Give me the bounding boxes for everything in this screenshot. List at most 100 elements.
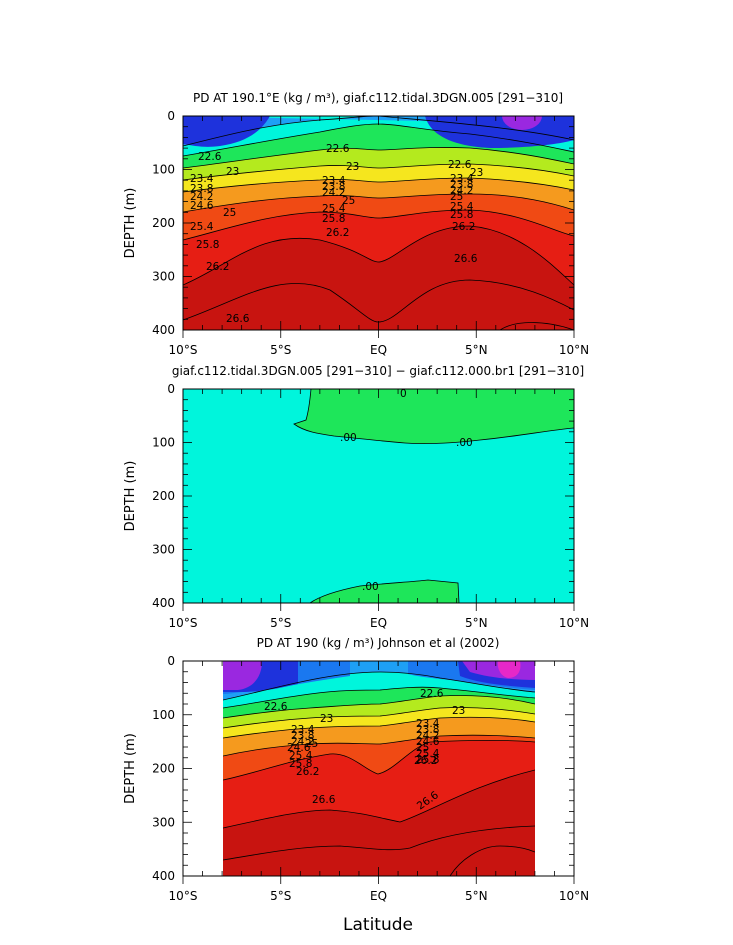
x-tick-label: EQ bbox=[370, 889, 387, 903]
contour-label: 22.6 bbox=[264, 701, 288, 713]
contour-label: 24.6 bbox=[416, 736, 440, 748]
y-tick-label: 0 bbox=[167, 382, 175, 396]
contour-label: 24.2 bbox=[450, 185, 473, 197]
contour-label: 25.4 bbox=[190, 221, 214, 233]
contour-label: 23 bbox=[470, 167, 483, 179]
contour-label: 0 bbox=[400, 388, 407, 400]
panel-2-contours bbox=[293, 389, 574, 603]
contour-label: 22.6 bbox=[198, 151, 222, 163]
panel-2-title: giaf.c112.tidal.3DGN.005 [291−310] − gia… bbox=[172, 364, 584, 378]
x-tick-label: 5°N bbox=[465, 616, 488, 630]
contour-label: 22.6 bbox=[326, 143, 350, 155]
x-tick-label: 10°N bbox=[559, 616, 589, 630]
panel-3-axes: 10°S 5°S EQ 5°N 10°N 0 100 200 300 400 DEPTH (m) bbox=[123, 654, 589, 903]
contour-label: 23.8 bbox=[190, 183, 213, 195]
y-tick-label: 100 bbox=[152, 708, 175, 722]
region-green-lower bbox=[310, 580, 459, 603]
contour-label: 23.8 bbox=[291, 730, 314, 742]
y-tick-label: 300 bbox=[152, 543, 175, 557]
y-axis-title: DEPTH (m) bbox=[123, 733, 138, 804]
contour-label: 26.6 bbox=[312, 794, 336, 806]
y-tick-label: 0 bbox=[167, 109, 175, 123]
contour-label: 23.8 bbox=[450, 179, 473, 191]
contour-label: 25.8 bbox=[322, 213, 345, 225]
contour-label: 25 bbox=[450, 191, 463, 203]
contour-label: 26.6 bbox=[454, 253, 478, 265]
x-tick-label: 5°N bbox=[465, 889, 488, 903]
x-tick-label: 10°S bbox=[169, 343, 198, 357]
x-tick-label: EQ bbox=[370, 616, 387, 630]
y-axis-title: DEPTH (m) bbox=[123, 188, 138, 259]
panel-1: PD AT 190.1°E (kg / m³), giaf.c112.tidal… bbox=[123, 91, 589, 357]
y-tick-label: 300 bbox=[152, 815, 175, 829]
contour-label: 26.2 bbox=[326, 227, 349, 239]
panel-2-axes: 10°S 5°S EQ 5°N 10°N 0 100 200 300 400 DEPTH (m) bbox=[123, 382, 589, 630]
x-tick-label: 5°S bbox=[270, 889, 291, 903]
contour-label: 25.8 bbox=[289, 758, 312, 770]
x-axis-title: Latitude bbox=[343, 915, 413, 935]
contour-label: 23.4 bbox=[322, 175, 346, 187]
panel-2-contour-labels: .00 .00 .00 0 bbox=[340, 388, 473, 593]
y-tick-label: 400 bbox=[152, 323, 175, 337]
contour-label: .00 bbox=[362, 581, 379, 593]
y-tick-label: 400 bbox=[152, 596, 175, 610]
contour-label: 23.4 bbox=[416, 718, 440, 730]
panel-2: giaf.c112.tidal.3DGN.005 [291−310] − gia… bbox=[123, 364, 589, 630]
contour-label: 25.4 bbox=[450, 201, 474, 213]
contour-label: 24.2 bbox=[190, 191, 213, 203]
region-green-upper bbox=[294, 389, 574, 444]
y-tick-label: 0 bbox=[167, 654, 175, 668]
contour-label: 26.2 bbox=[296, 766, 319, 778]
contour-label: 25.4 bbox=[322, 203, 346, 215]
panel-3: PD AT 190 (kg / m³) Johnson et al (2002) bbox=[123, 636, 589, 903]
contour-label: .00 bbox=[456, 437, 473, 449]
y-tick-label: 300 bbox=[152, 270, 175, 284]
contour-label: 24.6 bbox=[190, 200, 214, 212]
panel-3-contours bbox=[223, 671, 535, 876]
contour-label: 26.2 bbox=[206, 261, 229, 273]
contour-label: 23 bbox=[346, 161, 359, 173]
y-tick-label: 200 bbox=[152, 216, 175, 230]
contour-label: 24.6 bbox=[287, 742, 311, 754]
contour-label: 23 bbox=[452, 705, 465, 717]
panel-1-axes: 10°S 5°S EQ 5°N 10°N 0 100 200 300 400 DEPTH (m) bbox=[123, 109, 589, 357]
contour-label: 23.8 bbox=[322, 181, 345, 193]
contour-label: 24.2 bbox=[322, 187, 345, 199]
y-tick-label: 200 bbox=[152, 489, 175, 503]
contour-label: 23.4 bbox=[291, 724, 315, 736]
y-tick-label: 400 bbox=[152, 869, 175, 883]
contour-label: 25.8 bbox=[416, 754, 439, 766]
y-tick-label: 100 bbox=[152, 163, 175, 177]
blob-dark-blue-left bbox=[183, 116, 270, 147]
contour-label: 22.6 bbox=[448, 159, 472, 171]
x-tick-label: 10°S bbox=[169, 616, 198, 630]
contour-label: 25.8 bbox=[450, 209, 473, 221]
contour-label: 25.4 bbox=[289, 750, 313, 762]
panel-3-plot bbox=[223, 661, 535, 876]
x-tick-label: 5°N bbox=[465, 343, 488, 357]
contour-label: .00 bbox=[340, 432, 357, 444]
blob-purple bbox=[502, 116, 542, 130]
contour-label: 22.6 bbox=[420, 688, 444, 700]
contour-label: 23.4 bbox=[190, 173, 214, 185]
blob-purple-left bbox=[223, 661, 262, 690]
y-axis-title: DEPTH (m) bbox=[123, 461, 138, 532]
x-tick-label: 5°S bbox=[270, 616, 291, 630]
contour-label: 26.2 bbox=[452, 221, 475, 233]
contour-label: 25.8 bbox=[196, 239, 219, 251]
contour-label: 25 bbox=[305, 738, 318, 750]
panel-2-plot bbox=[183, 389, 574, 603]
contour-label: 24.2 bbox=[416, 730, 439, 742]
panel-1-contours bbox=[183, 116, 574, 330]
contour-label: 25 bbox=[223, 207, 236, 219]
x-tick-label: 10°S bbox=[169, 889, 198, 903]
blob-magenta bbox=[497, 661, 521, 678]
x-tick-label: 10°N bbox=[559, 343, 589, 357]
contour-label: 25 bbox=[342, 195, 355, 207]
contour-label: 23.4 bbox=[450, 173, 474, 185]
y-tick-label: 100 bbox=[152, 436, 175, 450]
contour-label: 23.8 bbox=[416, 724, 439, 736]
contour-label: 25 bbox=[416, 742, 429, 754]
x-tick-label: 5°S bbox=[270, 343, 291, 357]
